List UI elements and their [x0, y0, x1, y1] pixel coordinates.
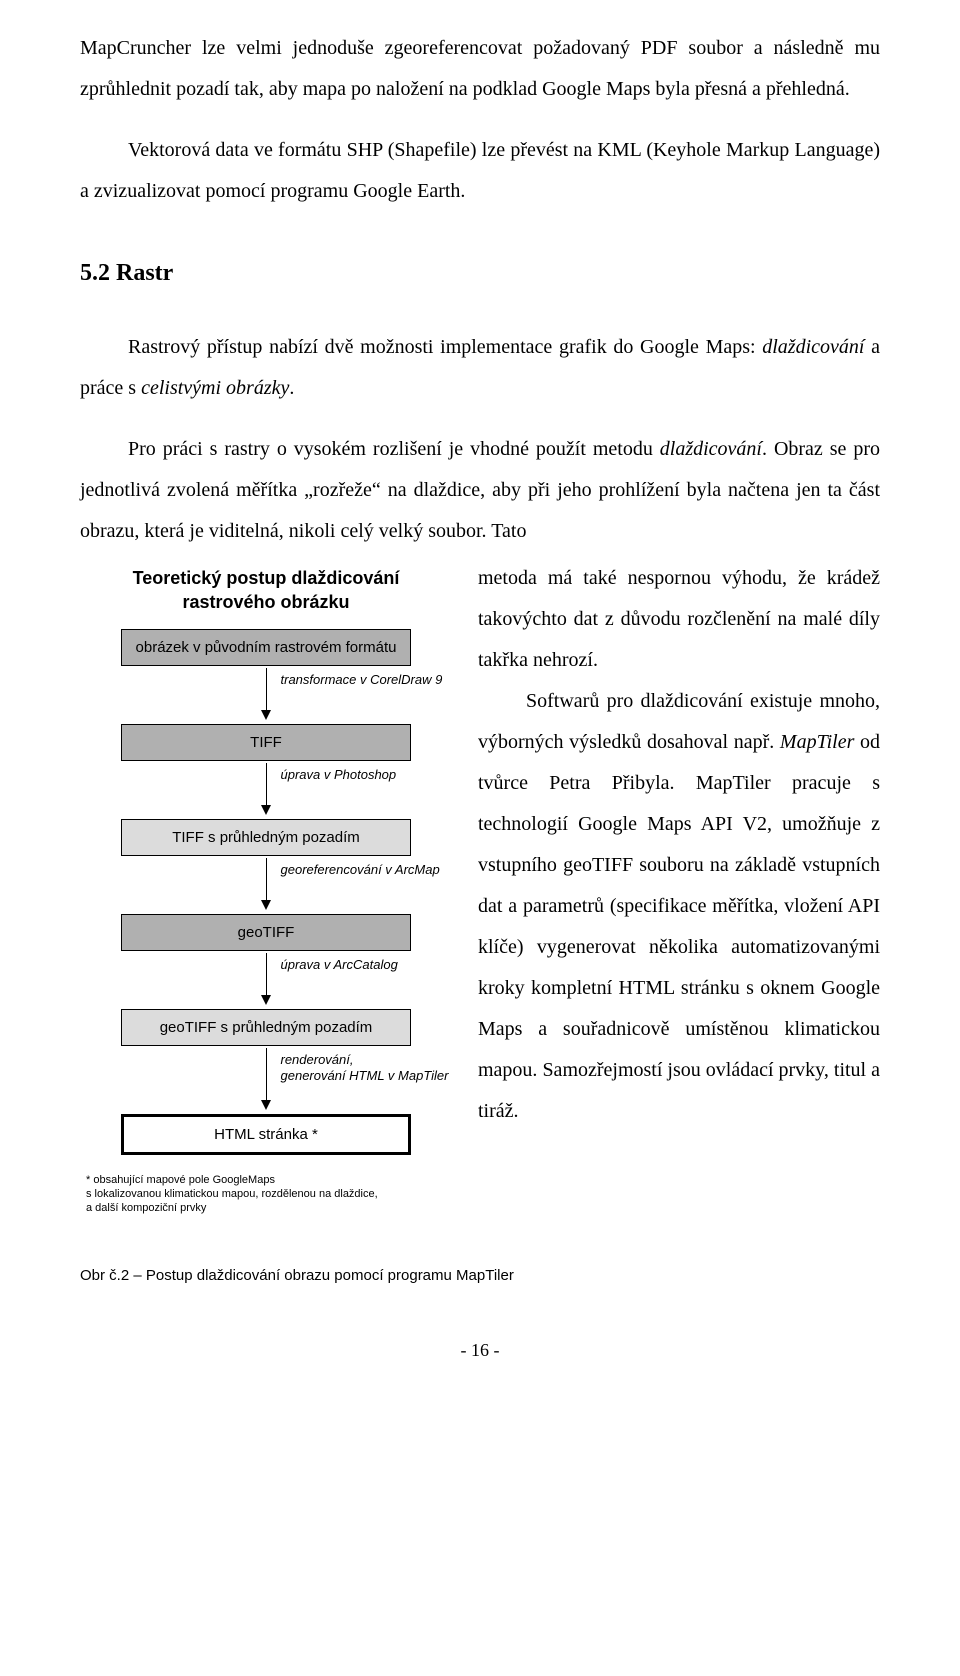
- p4-text-a: Pro práci s rastry o vysokém rozlišení j…: [128, 438, 660, 460]
- section-heading: 5.2 Rastr: [80, 260, 880, 287]
- arrow-head-icon: [261, 805, 271, 815]
- flowchart-column: Teoretický postup dlaždicování rastrovéh…: [80, 558, 452, 1215]
- flowchart-footnote: * obsahující mapové pole GoogleMaps s lo…: [86, 1173, 452, 1216]
- page: MapCruncher lze velmi jednoduše zgeorefe…: [0, 0, 960, 1401]
- body-para-3: Rastrový přístup nabízí dvě možnosti imp…: [80, 327, 880, 409]
- right-para-1: metoda má také nespornou výhodu, že krád…: [478, 558, 880, 681]
- flow-edge-1: transformace v CorelDraw 9: [121, 666, 411, 724]
- right-para-2: Softwarů pro dlaždicování existuje mnoho…: [478, 681, 880, 1132]
- r2-text-c: od tvůrce Petra Přibyla. MapTiler pracuj…: [478, 731, 880, 1122]
- flow-edge-5-label: renderování, generování HTML v MapTiler: [281, 1052, 451, 1085]
- flow-node-6: HTML stránka *: [121, 1114, 411, 1155]
- arrow-line-icon: [266, 1048, 267, 1100]
- r2-italic-b: MapTiler: [780, 731, 854, 753]
- arrow-line-icon: [266, 763, 267, 805]
- arrow-head-icon: [261, 1100, 271, 1110]
- flowchart-title-l1: Teoretický postup dlaždicování: [133, 568, 400, 588]
- footnote-l1: * obsahující mapové pole GoogleMaps: [86, 1174, 275, 1186]
- flow-edge-5-l1: renderování,: [281, 1052, 354, 1067]
- arrow-line-icon: [266, 858, 267, 900]
- flow-node-1: obrázek v původním rastrovém formátu: [121, 629, 411, 666]
- p3-italic-d: celistvými obrázky: [141, 377, 289, 399]
- p3-italic-b: dlaždicování: [762, 336, 864, 358]
- flow-edge-5: renderování, generování HTML v MapTiler: [121, 1046, 411, 1114]
- flowchart-title-l2: rastrového obrázku: [182, 592, 349, 612]
- flow-edge-5-l2: generování HTML v MapTiler: [281, 1068, 449, 1083]
- arrow-head-icon: [261, 900, 271, 910]
- flow-edge-3: georeferencování v ArcMap: [121, 856, 411, 914]
- flow-node-2: TIFF: [121, 724, 411, 761]
- flow-edge-2-label: úprava v Photoshop: [281, 767, 451, 783]
- arrow-head-icon: [261, 710, 271, 720]
- footnote-l2: s lokalizovanou klimatickou mapou, rozdě…: [86, 1188, 378, 1200]
- arrow-line-icon: [266, 953, 267, 995]
- two-column-layout: Teoretický postup dlaždicování rastrovéh…: [80, 558, 880, 1215]
- flow-edge-2: úprava v Photoshop: [121, 761, 411, 819]
- flow-node-4: geoTIFF: [121, 914, 411, 951]
- flow-edge-1-label: transformace v CorelDraw 9: [281, 672, 451, 688]
- arrow-line-icon: [266, 668, 267, 710]
- flowchart: obrázek v původním rastrovém formátu tra…: [96, 629, 436, 1155]
- p3-text-e: .: [289, 377, 294, 399]
- footnote-l3: a další kompoziční prvky: [86, 1202, 206, 1214]
- flow-node-3: TIFF s průhledným pozadím: [121, 819, 411, 856]
- right-text-column: metoda má také nespornou výhodu, že krád…: [478, 558, 880, 1215]
- p4-italic-b: dlaždicování: [660, 438, 762, 460]
- flowchart-title: Teoretický postup dlaždicování rastrovéh…: [80, 566, 452, 615]
- p3-text-a: Rastrový přístup nabízí dvě možnosti imp…: [128, 336, 762, 358]
- body-para-4: Pro práci s rastry o vysokém rozlišení j…: [80, 429, 880, 552]
- flow-edge-4-label: úprava v ArcCatalog: [281, 957, 451, 973]
- flow-edge-4: úprava v ArcCatalog: [121, 951, 411, 1009]
- page-number: - 16 -: [80, 1340, 880, 1361]
- flow-node-5: geoTIFF s průhledným pozadím: [121, 1009, 411, 1046]
- intro-para-1: MapCruncher lze velmi jednoduše zgeorefe…: [80, 28, 880, 110]
- intro-para-2: Vektorová data ve formátu SHP (Shapefile…: [80, 130, 880, 212]
- flow-edge-3-label: georeferencování v ArcMap: [281, 862, 451, 878]
- arrow-head-icon: [261, 995, 271, 1005]
- figure-caption: Obr č.2 – Postup dlaždicování obrazu pom…: [80, 1267, 880, 1284]
